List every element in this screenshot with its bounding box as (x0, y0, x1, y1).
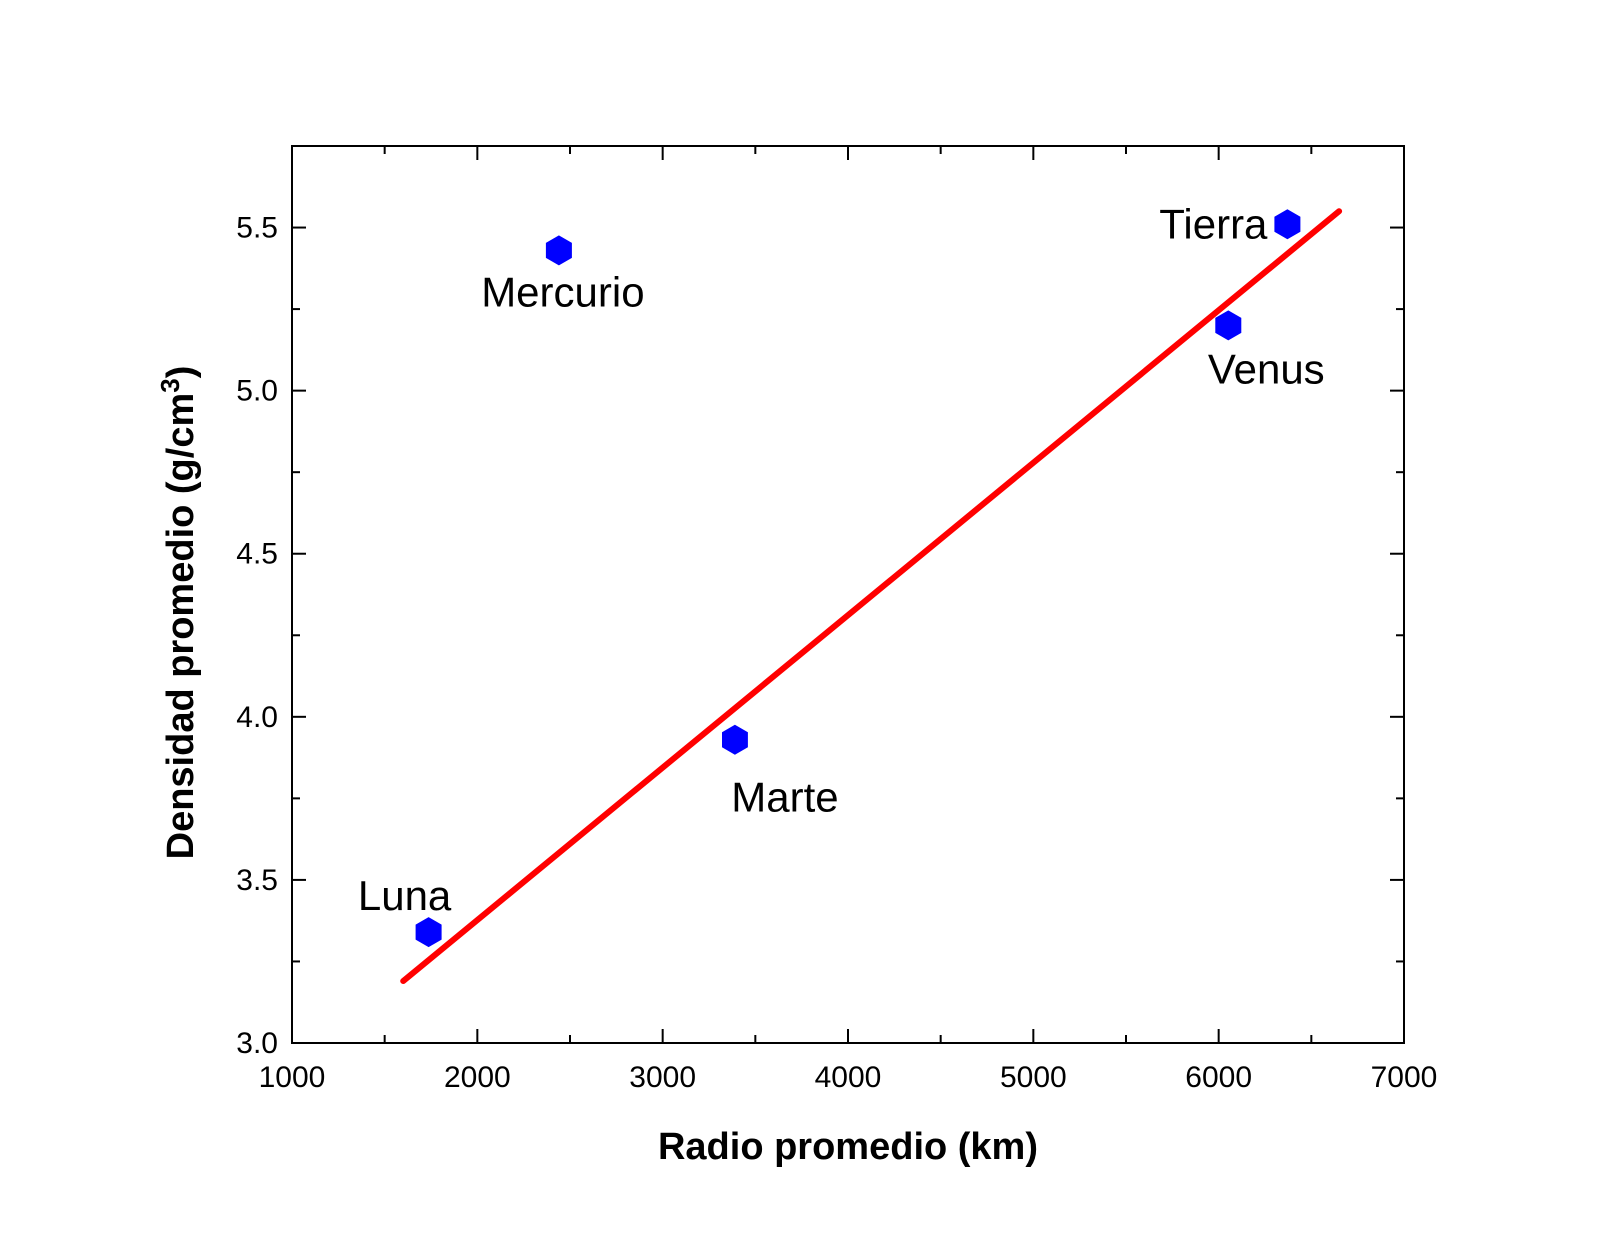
x-tick-label: 4000 (815, 1061, 882, 1094)
data-point-tierra (1274, 209, 1301, 240)
x-tick-label: 2000 (444, 1061, 511, 1094)
point-label-marte: Marte (731, 774, 838, 821)
fit-line-layer (400, 208, 1343, 985)
y-tick-label: 3.0 (236, 1027, 278, 1060)
y-tick-label: 5.5 (236, 212, 278, 245)
x-tick-label: 1000 (259, 1061, 326, 1094)
data-points: Luna Mercurio Marte Venus Tierra (358, 200, 1325, 948)
x-tick-label: 7000 (1371, 1061, 1438, 1094)
data-point-mercurio (545, 235, 572, 266)
y-tick-label: 4.5 (236, 538, 278, 571)
data-point-luna (415, 917, 442, 948)
y-axis-title: Densidad promedio (g/cm3) (155, 366, 202, 860)
point-label-mercurio: Mercurio (481, 268, 644, 315)
x-axis-title: Radio promedio (km) (658, 1126, 1038, 1168)
y-tick-label: 3.5 (236, 864, 278, 897)
tick-labels: 1000 2000 3000 4000 5000 6000 7000 3.0 3.5 4.0 4.5… (236, 212, 1437, 1094)
axis-ticks (291, 146, 1405, 1044)
data-point-marte (722, 724, 748, 755)
fit-line (400, 208, 1343, 985)
x-tick-label: 6000 (1185, 1061, 1252, 1094)
point-label-venus: Venus (1208, 345, 1325, 392)
plot-frame (291, 145, 1405, 1044)
point-label-luna: Luna (358, 872, 452, 919)
point-label-tierra: Tierra (1159, 200, 1268, 247)
y-tick-label: 5.0 (236, 375, 278, 408)
x-tick-label: 3000 (629, 1061, 696, 1094)
y-tick-label: 4.0 (236, 701, 278, 734)
x-tick-label: 5000 (1000, 1061, 1067, 1094)
data-point-venus (1215, 310, 1242, 341)
